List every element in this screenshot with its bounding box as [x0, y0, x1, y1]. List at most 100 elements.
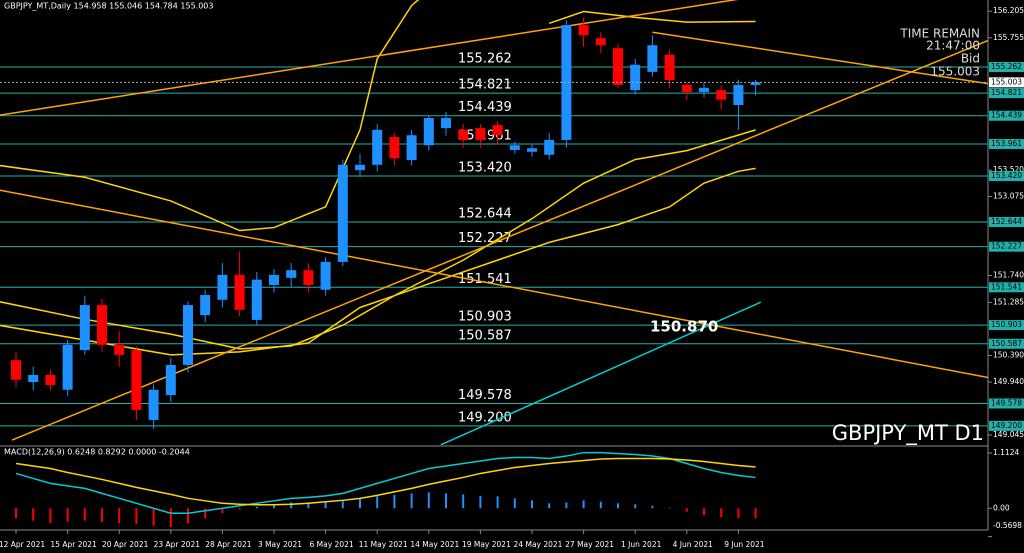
x-tick-label: 27 May 2021: [565, 540, 614, 549]
y-tick-label: 153.520: [993, 165, 1024, 174]
macd-line: [15, 457, 756, 506]
candle-body: [355, 164, 365, 171]
level-label: 153.420: [458, 161, 512, 176]
level-box-label: 149.200: [991, 421, 1022, 430]
indicator-line: [0, 0, 420, 232]
macd-label: MACD(12,26,9) 0.6248 0.8292 0.0000 -0.20…: [4, 448, 190, 457]
x-tick-label: 24 May 2021: [514, 540, 563, 549]
indicator-line: [548, 10, 756, 25]
candle-body: [423, 118, 434, 146]
level-box-label: 154.821: [991, 88, 1022, 97]
candle-body: [234, 274, 245, 310]
level-box-label: 152.227: [991, 242, 1022, 251]
candle-body: [613, 48, 623, 85]
y-tick-label: 156.205: [993, 6, 1024, 15]
level-box: [989, 420, 1024, 431]
candle-body: [286, 270, 297, 278]
candle-body: [251, 279, 262, 320]
indicator-line: [652, 31, 988, 85]
x-tick-label: 20 Apr 2021: [102, 540, 149, 549]
x-tick-label: 15 Apr 2021: [50, 540, 97, 549]
x-tick-label: 19 May 2021: [462, 540, 511, 549]
candle-body: [114, 344, 125, 355]
candle-body: [148, 389, 159, 420]
price-pane: 155.262154.821154.439153.961153.420152.6…: [0, 0, 988, 445]
x-tick-label: 1 Jun 2021: [621, 540, 662, 549]
candle-body: [544, 139, 555, 155]
candle-body: [750, 82, 761, 86]
candle-body: [389, 136, 400, 159]
level-box-label: 153.961: [991, 139, 1022, 148]
candle-body: [406, 135, 417, 161]
macd-y-tick-label: -0.5698: [993, 521, 1022, 530]
candle-body: [165, 364, 176, 396]
level-box: [989, 398, 1024, 409]
level-label: 150.587: [458, 328, 512, 343]
candle-body: [509, 145, 520, 151]
x-tick-label: 4 Jun 2021: [673, 540, 714, 549]
level-box: [989, 88, 1024, 99]
indicator-line: [0, 189, 988, 379]
candle-body: [303, 270, 314, 285]
level-label: 155.262: [458, 52, 512, 67]
y-tick-label: 151.285: [993, 297, 1024, 306]
y-tick-label: 153.075: [993, 191, 1024, 200]
candle-body: [269, 274, 279, 285]
level-box-label: 155.262: [991, 62, 1022, 71]
level-label: 152.644: [458, 206, 512, 221]
x-tick-label: 3 May 2021: [258, 540, 302, 549]
level-box: [989, 62, 1024, 73]
candle-body: [441, 118, 451, 129]
level-box-label: 153.420: [991, 171, 1022, 180]
y-tick-label: 149.045: [993, 430, 1024, 439]
x-tick-label: 28 Apr 2021: [205, 540, 252, 549]
candle-body: [217, 274, 228, 300]
level-box: [989, 338, 1024, 349]
x-tick-label: 14 May 2021: [410, 540, 459, 549]
level-box-label: 149.578: [991, 399, 1022, 408]
timer-caption: TIME REMAIN: [899, 27, 980, 41]
level-label: 151.541: [458, 272, 512, 287]
candle-body: [62, 344, 73, 390]
candle-body: [578, 25, 589, 36]
x-tick-label: 23 Apr 2021: [154, 540, 201, 549]
candle-body: [320, 261, 331, 290]
level-box-label: 151.541: [991, 282, 1022, 291]
bid-value: 155.003: [930, 65, 980, 79]
candle-body: [561, 25, 572, 140]
candle-body: [337, 164, 348, 262]
indicator-line: [0, 167, 756, 356]
candle-body: [45, 374, 56, 386]
candle-body: [647, 45, 658, 72]
x-tick-label: 9 Jun 2021: [724, 540, 765, 549]
level-box: [989, 320, 1024, 331]
x-tick-label: 11 May 2021: [359, 540, 408, 549]
macd-line: [15, 451, 756, 514]
level-box: [989, 241, 1024, 252]
candle-body: [372, 129, 383, 165]
candle-body: [97, 305, 107, 345]
bid-box: [989, 77, 1024, 88]
candle-body: [699, 87, 709, 92]
level-box-label: 152.644: [991, 217, 1022, 226]
x-tick-label: 6 May 2021: [310, 540, 354, 549]
level-label: 152.227: [458, 231, 512, 246]
macd-y-tick-label: 1.1124: [993, 448, 1019, 457]
level-box: [989, 171, 1024, 182]
y-tick-label: 155.755: [993, 33, 1024, 42]
indicator-line: [440, 301, 762, 445]
level-box: [989, 139, 1024, 150]
candle-body: [11, 360, 21, 380]
bid-caption: Bid: [961, 52, 980, 66]
y-tick-label: 149.940: [993, 377, 1024, 386]
level-box-label: 154.439: [991, 111, 1022, 120]
candle-body: [733, 84, 744, 106]
candle-body: [131, 350, 142, 410]
candle-body: [28, 374, 39, 383]
level-box: [989, 216, 1024, 227]
candle-body: [458, 129, 469, 140]
level-box: [989, 110, 1024, 121]
x-tick-label: 12 Apr 2021: [0, 540, 45, 549]
level-box: [989, 282, 1024, 293]
